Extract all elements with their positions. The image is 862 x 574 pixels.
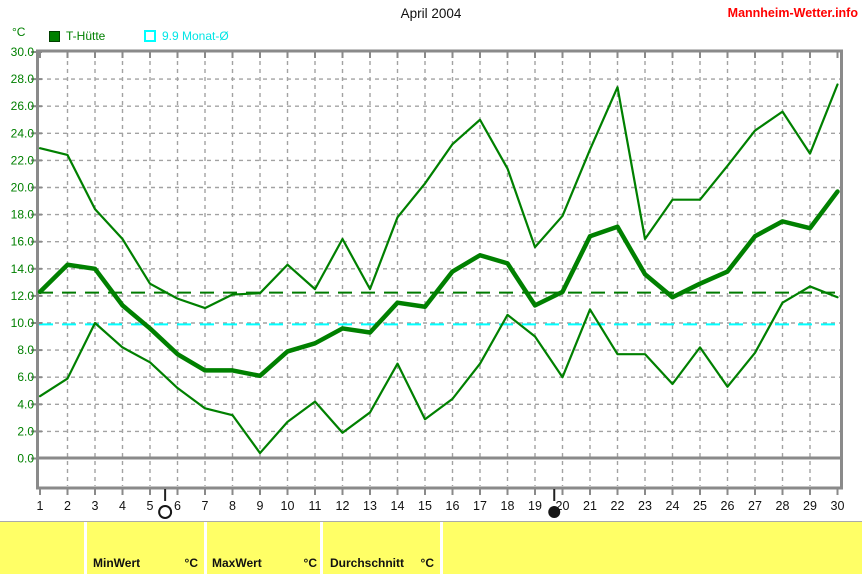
table-separator [204, 522, 207, 574]
x-tick-label: 22 [611, 499, 625, 513]
table-separator [440, 522, 443, 574]
x-tick-label: 1 [37, 499, 44, 513]
x-tick-label: 15 [418, 499, 432, 513]
x-tick-label: 27 [748, 499, 762, 513]
maxwert-header: MaxWert [212, 556, 262, 570]
y-tick-label: 4.0 [17, 397, 34, 411]
y-axis-unit-label: °C [12, 25, 26, 39]
x-tick-label: 5 [147, 499, 154, 513]
x-tick-label: 3 [92, 499, 99, 513]
maxwert-unit: °C [303, 556, 317, 570]
table-separator [84, 522, 87, 574]
stats-table: T-Hütte MaxWert MinWert °C 09.04. 06:10 … [0, 521, 862, 574]
y-tick-label: 14.0 [11, 262, 35, 276]
x-tick-label: 25 [693, 499, 707, 513]
x-tick-label: 7 [202, 499, 209, 513]
x-tick-label: 11 [309, 499, 322, 513]
x-tick-label: 17 [473, 499, 487, 513]
y-tick-label: 26.0 [11, 99, 35, 113]
legend-t-huette: T-Hütte [49, 29, 105, 43]
y-tick-label: 10.0 [11, 316, 35, 330]
y-tick-label: 2.0 [17, 424, 34, 438]
y-tick-label: 16.0 [11, 235, 35, 249]
stats-series-label: T-Hütte [7, 571, 57, 574]
durchschnitt-unit: °C [420, 556, 434, 570]
x-tick-label: 9 [257, 499, 264, 513]
x-tick-label: 10 [281, 499, 295, 513]
legend-green-square-icon [49, 30, 60, 42]
y-tick-label: 20.0 [11, 181, 35, 195]
minwert-unit: °C [184, 556, 198, 570]
x-tick-label: 6 [174, 499, 181, 513]
x-tick-label: 18 [501, 499, 515, 513]
x-tick-label: 2 [64, 499, 71, 513]
stats-col-minwert: MinWert °C 09.04. 06:10 0.4 [93, 528, 198, 574]
x-tick-label: 12 [336, 499, 350, 513]
legend-t-huette-label: T-Hütte [66, 29, 106, 43]
watermark-link[interactable]: Mannheim-Wetter.info [727, 6, 858, 20]
temperature-line-chart: 1 2 3 4 5 6 7 8 9 10 11 12 13 14 15 16 17 18 19 20 21 22 23 24 2… [11, 45, 845, 519]
legend-monat-avg: 9.9 Monat-Ø [144, 29, 229, 43]
new-moon-icon [548, 506, 561, 518]
stats-col-maxwert: MaxWert °C 30.04. 15:40 27.6 [212, 528, 317, 574]
x-tick-label: 23 [638, 499, 652, 513]
x-tick-label: 29 [803, 499, 817, 513]
series-mean-line [37, 189, 840, 379]
x-tick-label: 24 [666, 499, 680, 513]
y-tick-label: 22.0 [11, 153, 35, 167]
minwert-header: MinWert [93, 556, 141, 570]
full-moon-icon [158, 505, 173, 519]
series-max-line [38, 83, 839, 310]
y-tick-label: 24.0 [11, 126, 35, 140]
y-tick-label: 28.0 [11, 72, 35, 86]
x-tick-label: 13 [363, 499, 377, 513]
legend-monat-avg-label: 9.9 Monat-Ø [162, 29, 229, 43]
y-tick-label: 6.0 [17, 370, 34, 384]
durchschnitt-header: Durchschnitt [330, 556, 405, 570]
x-tick-label: 30 [831, 499, 845, 513]
x-tick-label: 4 [119, 499, 126, 513]
y-tick-label: 0.0 [17, 452, 34, 466]
table-separator [320, 522, 323, 574]
y-tick-label: 30.0 [11, 45, 35, 59]
page-title: April 2004 [400, 6, 462, 21]
x-tick-label: 19 [528, 499, 542, 513]
y-tick-label: 8.0 [17, 343, 34, 357]
stats-col-durchschnitt: Durchschnitt °C (+ 2.34 ) 12.24 [330, 528, 434, 574]
x-tick-label: 21 [583, 499, 597, 513]
stats-row-labels: T-Hütte MaxWert [7, 539, 57, 574]
y-tick-label: 18.0 [11, 208, 35, 222]
x-tick-label: 8 [229, 499, 236, 513]
x-tick-label: 26 [721, 499, 735, 513]
y-tick-label: 12.0 [11, 289, 35, 303]
x-tick-label: 14 [391, 499, 405, 513]
x-tick-label: 16 [446, 499, 460, 513]
series-min-line [38, 285, 839, 455]
legend-cyan-square-icon [144, 30, 156, 42]
x-tick-label: 28 [776, 499, 790, 513]
